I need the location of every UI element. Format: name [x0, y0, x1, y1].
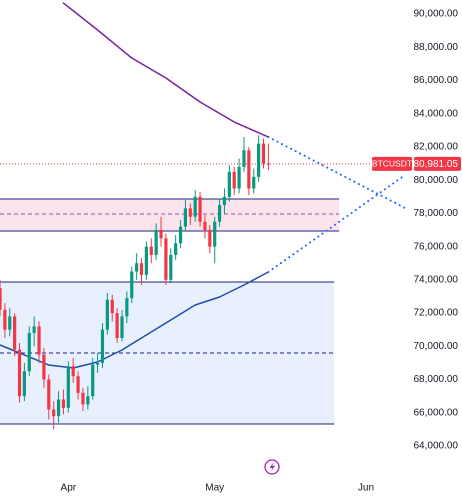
candle-body — [47, 379, 51, 410]
y-tick-label: 72,000.00 — [414, 308, 459, 319]
y-tick-label: 68,000.00 — [414, 374, 459, 385]
candle-body — [100, 329, 105, 363]
candle-body — [261, 143, 266, 164]
candle-body — [183, 208, 188, 227]
candle-body — [188, 208, 192, 217]
candle-body — [227, 171, 231, 197]
candle-body — [193, 196, 197, 217]
candle-body — [198, 196, 202, 222]
candle-body — [266, 163, 270, 165]
candle-body — [42, 354, 46, 380]
candle-body — [139, 263, 144, 275]
y-tick-label: 82,000.00 — [414, 142, 459, 153]
zone — [0, 199, 340, 232]
candle-body — [232, 171, 236, 189]
candle-body — [86, 396, 90, 405]
candle-body — [217, 205, 222, 222]
candle-body — [17, 349, 22, 397]
price-tag — [414, 156, 461, 171]
candle-body — [154, 230, 158, 255]
candle-body — [242, 150, 246, 167]
candle-body — [149, 246, 153, 255]
candle-body — [208, 230, 212, 247]
candle-body — [37, 326, 41, 355]
candle-body — [169, 254, 173, 280]
y-tick-label: 86,000.00 — [414, 75, 459, 86]
candle-body — [144, 246, 148, 275]
candle-body — [247, 150, 251, 189]
moving-average-line — [267, 136, 406, 210]
x-tick-label: May — [205, 483, 224, 494]
y-tick-label: 90,000.00 — [414, 9, 459, 20]
candle-body — [66, 366, 70, 408]
y-tick-label: 74,000.00 — [414, 274, 459, 285]
price-tag-text: 80,981.05 — [414, 159, 459, 170]
candle-body — [8, 316, 12, 330]
candle-body — [13, 316, 17, 350]
symbol-tag — [372, 156, 412, 171]
y-tick-label: 64,000.00 — [414, 441, 459, 452]
y-tick-label: 70,000.00 — [414, 341, 459, 352]
candle-body — [110, 299, 114, 314]
candle-body — [76, 376, 80, 393]
candle-body — [105, 299, 109, 330]
icon-ring — [264, 459, 280, 475]
candle-body — [52, 409, 56, 417]
candle-body — [135, 263, 139, 272]
candle-body — [174, 243, 178, 255]
candle-body — [95, 362, 100, 365]
candle-body — [178, 226, 183, 244]
candle-body — [159, 230, 163, 239]
candle-body — [32, 326, 36, 334]
y-tick-label: 66,000.00 — [414, 407, 459, 418]
y-tick-label: 80,000.00 — [414, 175, 459, 186]
candle-body — [3, 309, 7, 330]
candle-body — [222, 196, 227, 206]
candle-body — [213, 221, 217, 247]
x-tick-label: Apr — [61, 483, 77, 494]
candle-body — [130, 271, 134, 299]
candle-body — [22, 371, 26, 397]
candle-body — [203, 221, 207, 231]
candle-body — [125, 298, 129, 317]
candle-body — [91, 364, 95, 397]
candle-body — [120, 316, 124, 339]
zone — [0, 282, 335, 425]
symbol-tag-text: BTCUSDT — [372, 159, 412, 169]
y-tick-label: 76,000.00 — [414, 241, 459, 252]
candle-body — [81, 392, 85, 405]
candle-body — [27, 333, 31, 372]
x-tick-label: Jun — [358, 483, 374, 494]
candle-body — [164, 238, 168, 280]
icon-bolt — [269, 462, 275, 472]
candle-body — [252, 176, 256, 189]
y-tick-label: 78,000.00 — [414, 208, 459, 219]
candle-body — [56, 399, 61, 417]
candle-body — [71, 366, 75, 377]
moving-average-line — [62, 2, 270, 138]
candle-body — [257, 143, 261, 177]
candle-body — [237, 166, 241, 189]
candle-body — [115, 313, 119, 339]
y-tick-label: 88,000.00 — [414, 42, 459, 53]
candle-body — [61, 399, 66, 408]
candle-body — [0, 288, 2, 310]
y-tick-label: 84,000.00 — [414, 108, 459, 119]
replay-icon[interactable] — [264, 459, 280, 475]
